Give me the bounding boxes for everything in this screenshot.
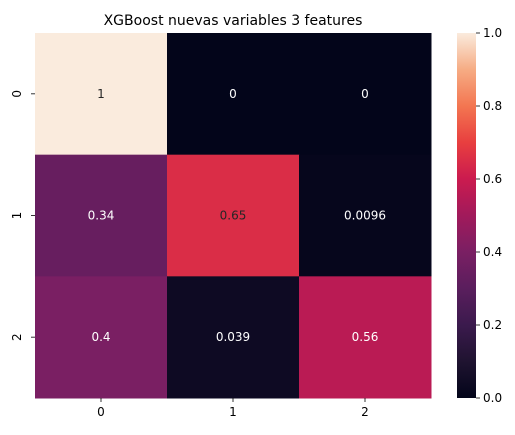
cell-annotation-1-2: 0.0096 xyxy=(344,209,386,223)
cell-annotation-2-1: 0.039 xyxy=(216,330,250,344)
colorbar-tick-label-0: 0.0 xyxy=(483,391,502,405)
colorbar-tick-label-5: 1.0 xyxy=(483,26,502,40)
colorbar-tick-label-3: 0.6 xyxy=(483,172,502,186)
y-tick-label-2: 2 xyxy=(10,333,24,341)
heatmap-cells: 1 0 0 0.34 0.65 0.0096 0.4 0.039 0.56 xyxy=(35,33,432,399)
colorbar-tick-label-2: 0.4 xyxy=(483,245,502,259)
colorbar-tick-label-1: 0.2 xyxy=(483,318,502,332)
x-tick-label-2: 2 xyxy=(361,405,369,419)
cell-annotation-0-1: 0 xyxy=(229,87,237,101)
cell-annotation-0-2: 0 xyxy=(361,87,369,101)
x-axis: 0 1 2 xyxy=(97,398,369,419)
cell-annotation-2-0: 0.4 xyxy=(91,330,110,344)
colorbar-gradient xyxy=(457,33,476,398)
heatmap-cell-0-1 xyxy=(167,33,300,156)
cell-annotation-1-0: 0.34 xyxy=(88,209,115,223)
x-tick-label-0: 0 xyxy=(97,405,105,419)
cell-annotation-2-2: 0.56 xyxy=(352,330,379,344)
heatmap-cell-0-0 xyxy=(35,33,168,156)
x-tick-label-1: 1 xyxy=(229,405,237,419)
y-tick-label-0: 0 xyxy=(10,90,24,98)
heatmap-cell-2-2 xyxy=(299,276,432,399)
heatmap-cell-0-2 xyxy=(299,33,432,156)
heatmap-cell-2-0 xyxy=(35,276,168,399)
heatmap-cell-1-0 xyxy=(35,154,168,277)
chart-title: XGBoost nuevas variables 3 features xyxy=(104,13,363,29)
heatmap-cell-1-1 xyxy=(167,154,300,277)
heatmap-cell-1-2 xyxy=(299,154,432,277)
colorbar-ticks: 0.0 0.2 0.4 0.6 0.8 1.0 xyxy=(476,26,502,405)
colorbar-tick-label-4: 0.8 xyxy=(483,99,502,113)
heatmap-cell-2-1 xyxy=(167,276,300,399)
cell-annotation-0-0: 1 xyxy=(97,87,105,101)
colorbar: 0.0 0.2 0.4 0.6 0.8 1.0 xyxy=(457,26,502,405)
y-axis: 0 1 2 xyxy=(10,90,35,341)
y-tick-label-1: 1 xyxy=(10,212,24,220)
cell-annotation-1-1: 0.65 xyxy=(220,209,247,223)
